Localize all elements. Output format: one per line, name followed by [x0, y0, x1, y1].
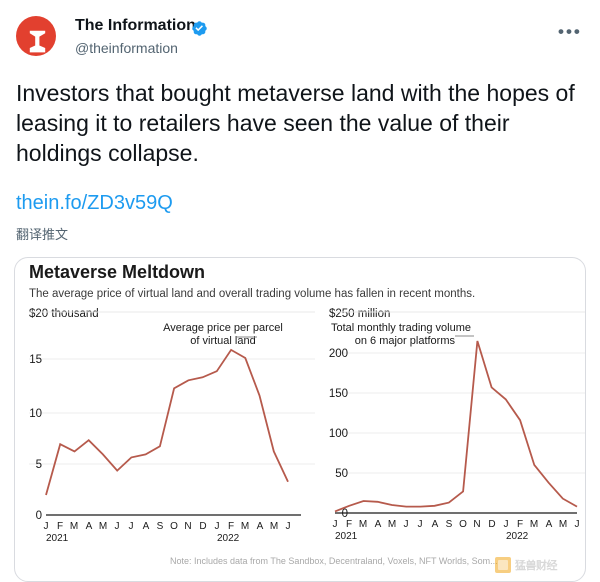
- svg-text:2022: 2022: [506, 531, 529, 542]
- svg-text:A: A: [546, 519, 553, 530]
- svg-text:M: M: [388, 519, 396, 530]
- svg-text:M: M: [559, 519, 567, 530]
- svg-text:D: D: [199, 521, 206, 532]
- svg-text:S: S: [446, 519, 453, 530]
- svg-text:5: 5: [36, 459, 42, 471]
- svg-text:J: J: [333, 519, 338, 530]
- svg-text:D: D: [488, 519, 495, 530]
- svg-text:M: M: [270, 521, 278, 532]
- svg-text:J: J: [286, 521, 291, 532]
- svg-text:0: 0: [36, 510, 42, 522]
- svg-text:N: N: [473, 519, 480, 530]
- svg-text:J: J: [418, 519, 423, 530]
- svg-text:2021: 2021: [335, 531, 358, 542]
- svg-text:A: A: [375, 519, 382, 530]
- svg-text:O: O: [459, 519, 467, 530]
- svg-text:F: F: [346, 519, 352, 530]
- svg-text:A: A: [143, 521, 150, 532]
- svg-text:O: O: [170, 521, 178, 532]
- svg-text:F: F: [228, 521, 234, 532]
- svg-text:F: F: [57, 521, 63, 532]
- svg-text:J: J: [115, 521, 120, 532]
- svg-text:150: 150: [329, 388, 348, 400]
- svg-text:200: 200: [329, 348, 348, 360]
- svg-text:F: F: [517, 519, 523, 530]
- svg-text:J: J: [404, 519, 409, 530]
- svg-text:A: A: [257, 521, 264, 532]
- svg-text:A: A: [86, 521, 93, 532]
- svg-text:M: M: [241, 521, 249, 532]
- svg-text:50: 50: [335, 468, 348, 480]
- svg-text:M: M: [99, 521, 107, 532]
- svg-text:M: M: [70, 521, 78, 532]
- svg-text:J: J: [575, 519, 580, 530]
- svg-text:J: J: [504, 519, 509, 530]
- svg-text:100: 100: [329, 428, 348, 440]
- svg-text:J: J: [215, 521, 220, 532]
- svg-text:A: A: [432, 519, 439, 530]
- svg-text:N: N: [184, 521, 191, 532]
- svg-text:J: J: [44, 521, 49, 532]
- svg-text:M: M: [530, 519, 538, 530]
- svg-text:J: J: [129, 521, 134, 532]
- svg-text:15: 15: [29, 354, 42, 366]
- svg-text:10: 10: [29, 408, 42, 420]
- svg-text:2021: 2021: [46, 533, 69, 543]
- svg-text:2022: 2022: [217, 533, 240, 543]
- svg-text:S: S: [157, 521, 164, 532]
- svg-text:M: M: [359, 519, 367, 530]
